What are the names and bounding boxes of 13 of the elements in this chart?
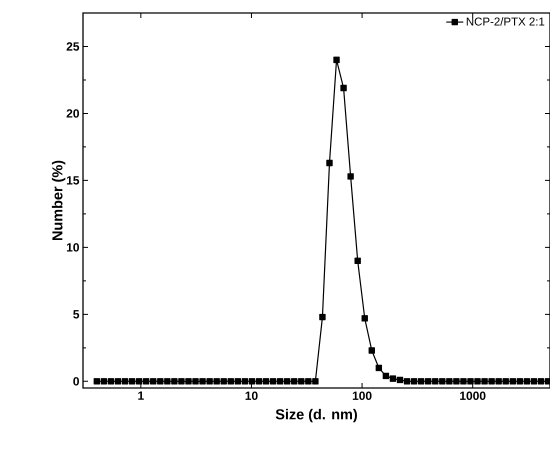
x-tick-label: 1 — [138, 392, 144, 400]
x-axis-title: Size (d. nm) — [276, 408, 357, 422]
y-tick-label: 10 — [66, 243, 79, 252]
y-tick-label: 0 — [73, 377, 79, 386]
y-tick-label: 15 — [66, 176, 80, 185]
x-tick-label: 1000 — [460, 392, 486, 400]
legend-label: NCP-2/PTX 2:1 — [466, 17, 544, 26]
y-tick-label: 25 — [66, 42, 80, 51]
y-tick-label: 20 — [66, 109, 79, 118]
y-axis-title: Number (%) — [52, 160, 66, 240]
y-tick-label: 5 — [73, 310, 80, 318]
x-tick-label: 100 — [352, 392, 372, 400]
x-tick-label: 10 — [246, 392, 258, 400]
